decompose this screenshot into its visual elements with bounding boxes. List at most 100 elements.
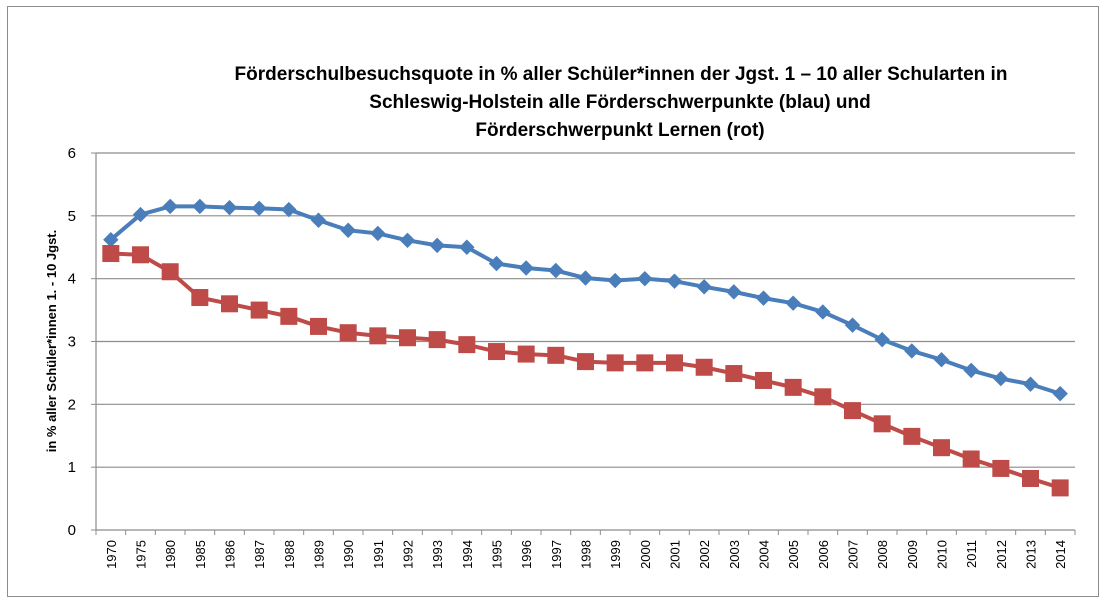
data-point-square <box>962 450 980 468</box>
data-point-square <box>369 327 387 345</box>
data-point-square <box>488 343 505 361</box>
data-point-square <box>577 353 594 371</box>
x-tick-label: 1998 <box>579 540 594 569</box>
data-point-square <box>191 289 209 307</box>
x-tick-label: 2000 <box>638 540 653 569</box>
data-point-diamond <box>310 212 327 228</box>
data-point-diamond <box>607 272 623 289</box>
data-point-diamond <box>518 260 534 276</box>
data-point-diamond <box>251 200 267 217</box>
gridlines <box>91 152 1076 535</box>
data-point-diamond <box>577 270 594 286</box>
data-point-square <box>903 427 921 445</box>
x-tick-label: 1990 <box>341 540 356 569</box>
chart-title: Förderschulbesuchsquote in % aller Schül… <box>235 64 1008 141</box>
data-point-diamond <box>429 237 445 254</box>
x-tick-label: 1989 <box>312 540 327 569</box>
data-point-diamond <box>1052 385 1068 402</box>
y-tick-label: 1 <box>68 459 76 476</box>
data-point-diamond <box>963 362 979 379</box>
chart-title-line-1: Förderschulbesuchsquote in % aller Schül… <box>235 64 1008 85</box>
data-point-square <box>666 354 683 372</box>
x-tick-label: 2010 <box>935 540 950 569</box>
data-point-square <box>784 378 802 396</box>
x-tick-label: 2006 <box>816 540 831 569</box>
data-point-diamond <box>726 284 742 300</box>
x-tick-label: 2007 <box>846 540 861 569</box>
x-tick-label: 2013 <box>1024 540 1039 569</box>
data-point-square <box>1051 479 1069 497</box>
x-tick-label: 1996 <box>519 540 534 569</box>
x-tick-label: 1994 <box>460 540 475 569</box>
data-point-diamond <box>221 199 238 216</box>
x-tick-label: 1980 <box>163 540 178 569</box>
data-point-diamond <box>459 239 475 255</box>
data-point-diamond <box>1022 376 1039 392</box>
x-tick-label: 2012 <box>994 540 1009 569</box>
data-point-square <box>132 246 149 264</box>
x-tick-label: 1999 <box>608 540 623 569</box>
series-line <box>110 251 1061 490</box>
data-point-square <box>517 345 535 363</box>
x-tick-label: 2009 <box>905 540 920 569</box>
x-tick-label: 2001 <box>668 540 683 569</box>
data-point-square <box>161 263 179 281</box>
data-point-diamond <box>281 201 297 218</box>
x-tick-labels: 1970 1975 1980 1985 1986 1987 1988 1989 1990 1991… <box>104 540 1068 569</box>
x-tick-label: 1991 <box>371 540 386 569</box>
data-point-diamond <box>192 198 208 215</box>
data-point-square <box>755 371 772 389</box>
x-tick-label: 1970 <box>104 540 119 569</box>
y-axis-label: in % aller Schüler*innen 1. - 10 Jgst. <box>44 230 59 453</box>
x-tick-label: 2004 <box>757 540 772 569</box>
data-point-square <box>458 336 476 354</box>
data-point-square <box>250 301 268 319</box>
data-point-square <box>873 415 891 433</box>
x-tick-label: 1993 <box>430 540 445 569</box>
y-tick-label: 0 <box>68 522 76 539</box>
chart-title-line-2: Schleswig-Holstein alle Förderschwerpunk… <box>369 92 870 113</box>
data-point-square <box>339 324 357 342</box>
data-point-square <box>725 365 743 383</box>
data-point-square <box>221 295 238 313</box>
data-point-diamond <box>993 370 1009 387</box>
data-point-square <box>606 354 624 372</box>
data-point-diamond <box>755 290 772 306</box>
x-tick-label: 2003 <box>727 540 742 569</box>
y-tick-label: 2 <box>68 396 76 413</box>
data-point-square <box>695 358 713 376</box>
data-point-diamond <box>132 206 149 223</box>
data-point-diamond <box>370 225 386 242</box>
data-point-diamond <box>548 262 564 279</box>
x-tick-label: 2014 <box>1053 540 1068 569</box>
x-tick-label: 2005 <box>786 540 801 569</box>
x-tick-label: 2011 <box>964 540 979 568</box>
data-point-diamond <box>904 343 920 359</box>
y-tick-label: 4 <box>68 271 76 288</box>
data-point-diamond <box>785 295 801 311</box>
data-point-square <box>547 346 565 364</box>
y-tick-label: 6 <box>68 145 76 162</box>
data-point-square <box>636 354 654 372</box>
y-tick-label: 5 <box>68 208 76 225</box>
data-series <box>102 198 1069 497</box>
data-point-square <box>399 329 416 347</box>
data-point-square <box>1022 469 1039 487</box>
data-point-square <box>844 402 861 420</box>
x-tick-label: 1987 <box>252 540 267 569</box>
data-point-square <box>102 245 120 263</box>
y-tick-label: 3 <box>68 334 76 351</box>
chart-frame <box>7 6 1099 597</box>
data-point-square <box>814 388 832 406</box>
x-tick-label: 1988 <box>282 540 297 569</box>
chart-title-line-3: Förderschwerpunkt Lernen (rot) <box>475 120 764 141</box>
series-1 <box>103 198 1068 402</box>
data-point-diamond <box>933 352 950 368</box>
data-point-diamond <box>340 222 356 238</box>
x-tick-label: 2008 <box>875 540 890 569</box>
x-tick-label: 1985 <box>193 540 208 569</box>
x-tick-label: 1992 <box>401 540 416 569</box>
data-point-diamond <box>399 232 416 249</box>
data-point-square <box>310 317 327 335</box>
